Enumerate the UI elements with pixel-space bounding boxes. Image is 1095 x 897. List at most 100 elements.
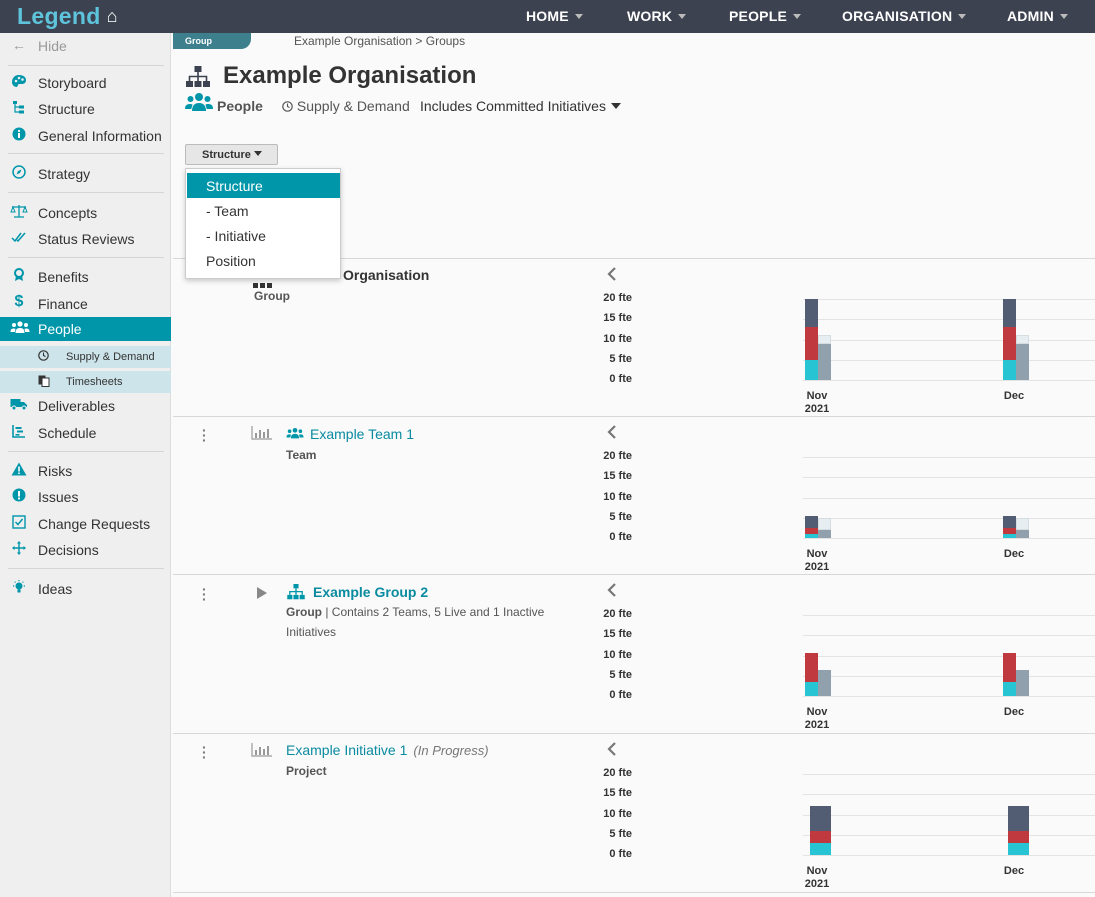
bar-segment bbox=[1016, 669, 1029, 696]
warning-icon bbox=[10, 462, 28, 479]
nav-organisation[interactable]: ORGANISATION bbox=[842, 8, 967, 24]
dropdown-item-initiative[interactable]: - Initiative bbox=[206, 228, 266, 244]
dropdown-item-position[interactable]: Position bbox=[206, 253, 256, 269]
gridline bbox=[803, 675, 1095, 677]
nav-people[interactable]: PEOPLE bbox=[729, 8, 801, 24]
bar-segment bbox=[818, 343, 831, 380]
gridline bbox=[803, 477, 1095, 479]
x-tick-label: Dec bbox=[1003, 706, 1025, 718]
chevron-left-icon[interactable] bbox=[607, 425, 617, 439]
chevron-left-icon[interactable] bbox=[607, 742, 617, 756]
sidebar-item-people[interactable]: People bbox=[0, 317, 171, 341]
y-tick-label: 10 fte bbox=[603, 648, 632, 661]
top-bar: Legend ⌂ HOME WORK PEOPLE ORGANISATION AD… bbox=[0, 0, 1095, 33]
bar-segment bbox=[1016, 343, 1029, 380]
sidebar-item-finance[interactable]: $ Finance bbox=[0, 292, 171, 316]
sidebar-item-deliverables[interactable]: Deliverables bbox=[0, 394, 171, 418]
nav-admin[interactable]: ADMIN bbox=[1007, 8, 1068, 24]
y-tick-label: 5 fte bbox=[609, 827, 632, 840]
sidebar-sub-timesheets[interactable]: Timesheets bbox=[0, 371, 171, 393]
sidebar-hide[interactable]: ← Hide bbox=[12, 37, 67, 54]
decisions-icon bbox=[10, 541, 28, 558]
gridline bbox=[803, 339, 1095, 341]
sidebar-item-schedule[interactable]: Schedule bbox=[0, 421, 171, 445]
bar-segment bbox=[1003, 653, 1016, 682]
row-name-link[interactable]: Example Team 1 bbox=[310, 426, 415, 442]
scales-icon bbox=[10, 204, 28, 221]
chevron-down-icon bbox=[610, 103, 621, 109]
gridline bbox=[803, 855, 1095, 856]
bar-segment bbox=[1016, 335, 1029, 344]
sidebar-item-strategy[interactable]: Strategy bbox=[0, 162, 171, 186]
group-tab[interactable]: Group bbox=[173, 33, 251, 49]
sidebar: ← Hide Storyboard Structure General Info… bbox=[0, 33, 171, 897]
team-icon bbox=[286, 426, 304, 445]
bar-segment bbox=[818, 529, 831, 538]
nav-home[interactable]: HOME bbox=[526, 8, 583, 24]
bar-chart-icon[interactable] bbox=[251, 426, 273, 445]
sidebar-sub-supply-demand[interactable]: Supply & Demand bbox=[0, 346, 171, 368]
row-menu-icon[interactable]: · · · bbox=[202, 581, 207, 607]
section-people-label: People bbox=[217, 98, 263, 114]
gridline bbox=[803, 319, 1095, 321]
row-name[interactable]: Organisation bbox=[343, 267, 430, 283]
dropdown-item-structure[interactable]: Structure bbox=[187, 173, 340, 198]
people-icon bbox=[10, 320, 30, 337]
sidebar-item-concepts[interactable]: Concepts bbox=[0, 201, 171, 225]
home-icon: ⌂ bbox=[106, 6, 118, 26]
sidebar-item-status-reviews[interactable]: Status Reviews bbox=[0, 227, 171, 251]
group-structure-icon bbox=[287, 584, 305, 605]
sidebar-item-structure[interactable]: Structure bbox=[0, 97, 171, 121]
bar-segment bbox=[810, 806, 831, 831]
row-menu-icon[interactable]: · · · bbox=[202, 422, 207, 448]
gridline bbox=[803, 359, 1095, 361]
bar-segment bbox=[1003, 299, 1016, 328]
bar-segment bbox=[1008, 842, 1029, 855]
chevron-down-icon bbox=[253, 151, 262, 156]
gridline bbox=[803, 794, 1095, 796]
x-tick-label: Nov 2021 bbox=[804, 706, 830, 731]
gridline bbox=[803, 635, 1095, 637]
sidebar-item-ideas[interactable]: Ideas bbox=[0, 577, 171, 601]
people-section-icon bbox=[185, 92, 213, 117]
bar-segment bbox=[805, 527, 818, 534]
bar-segment bbox=[805, 533, 818, 538]
sidebar-item-risks[interactable]: Risks bbox=[0, 459, 171, 483]
row-menu-icon[interactable]: · · · bbox=[202, 739, 207, 765]
breadcrumb[interactable]: Example Organisation > Groups bbox=[294, 34, 466, 48]
chevron-left-icon[interactable] bbox=[607, 267, 617, 281]
palette-icon bbox=[10, 74, 28, 91]
structure-dropdown-button[interactable]: Structure bbox=[185, 144, 278, 165]
row-type: Group bbox=[254, 289, 290, 303]
committed-initiatives-filter[interactable]: Includes Committed Initiatives bbox=[420, 98, 621, 114]
bar-segment bbox=[805, 359, 818, 380]
sidebar-item-benefits[interactable]: Benefits bbox=[0, 265, 171, 289]
bar-chart-icon[interactable] bbox=[251, 743, 273, 762]
bar-segment bbox=[805, 653, 818, 682]
bar-segment bbox=[805, 299, 818, 328]
expand-arrow-icon[interactable] bbox=[256, 586, 268, 604]
gridline bbox=[803, 497, 1095, 499]
change-icon bbox=[10, 515, 28, 532]
row-type: Group | Contains 2 Teams, 5 Live and 1 I… bbox=[286, 605, 545, 639]
supply-demand-link[interactable]: Supply & Demand bbox=[282, 98, 410, 114]
legend-logo[interactable]: Legend ⌂ bbox=[17, 3, 118, 29]
row-name-link[interactable]: Example Group 2 bbox=[313, 584, 429, 600]
sidebar-item-issues[interactable]: Issues bbox=[0, 485, 171, 509]
gridline bbox=[803, 655, 1095, 657]
bar-segment bbox=[805, 327, 818, 360]
bar-segment bbox=[1003, 527, 1016, 534]
arrow-left-icon: ← bbox=[12, 37, 26, 53]
row-name-link[interactable]: Example Initiative 1 (In Progress) bbox=[286, 742, 489, 758]
chevron-left-icon[interactable] bbox=[607, 583, 617, 597]
sidebar-item-change-requests[interactable]: Change Requests bbox=[0, 512, 171, 536]
x-tick-label: Dec bbox=[1003, 865, 1025, 877]
sidebar-item-storyboard[interactable]: Storyboard bbox=[0, 71, 171, 95]
dropdown-item-team[interactable]: - Team bbox=[206, 203, 249, 219]
nav-work[interactable]: WORK bbox=[627, 8, 687, 24]
info-icon bbox=[10, 127, 28, 144]
bar-segment bbox=[1003, 533, 1016, 538]
x-tick-label: Nov 2021 bbox=[804, 548, 830, 573]
sidebar-item-decisions[interactable]: Decisions bbox=[0, 538, 171, 562]
sidebar-item-general-information[interactable]: General Information bbox=[0, 124, 171, 148]
